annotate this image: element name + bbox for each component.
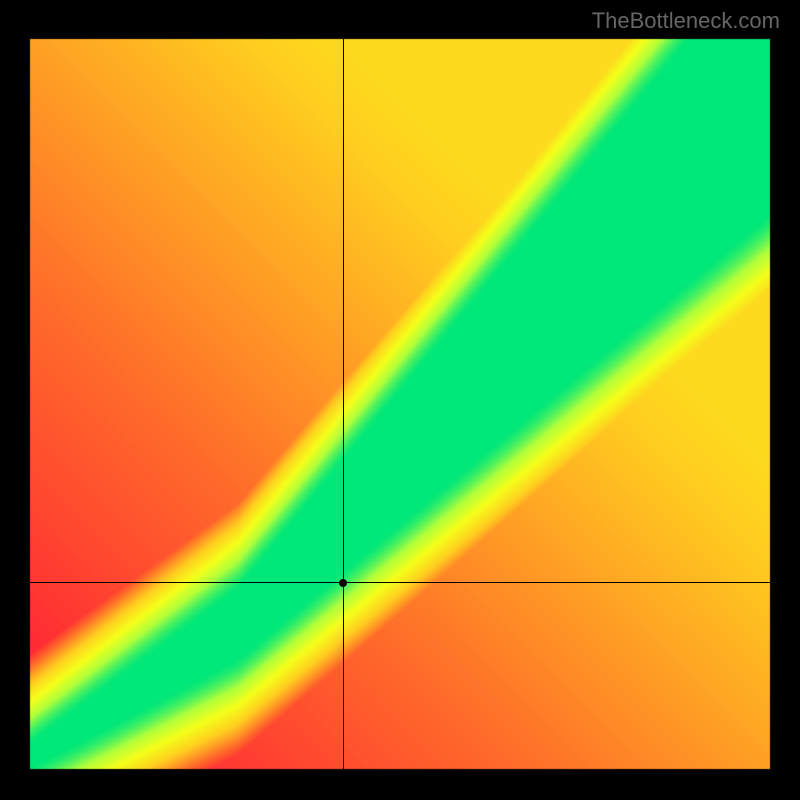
plot-frame <box>0 0 800 800</box>
heatmap-canvas <box>0 0 800 800</box>
crosshair-vertical <box>343 39 344 769</box>
watermark-text: TheBottleneck.com <box>592 8 780 34</box>
crosshair-dot <box>339 579 347 587</box>
crosshair-horizontal <box>30 582 770 583</box>
chart-container: TheBottleneck.com <box>0 0 800 800</box>
